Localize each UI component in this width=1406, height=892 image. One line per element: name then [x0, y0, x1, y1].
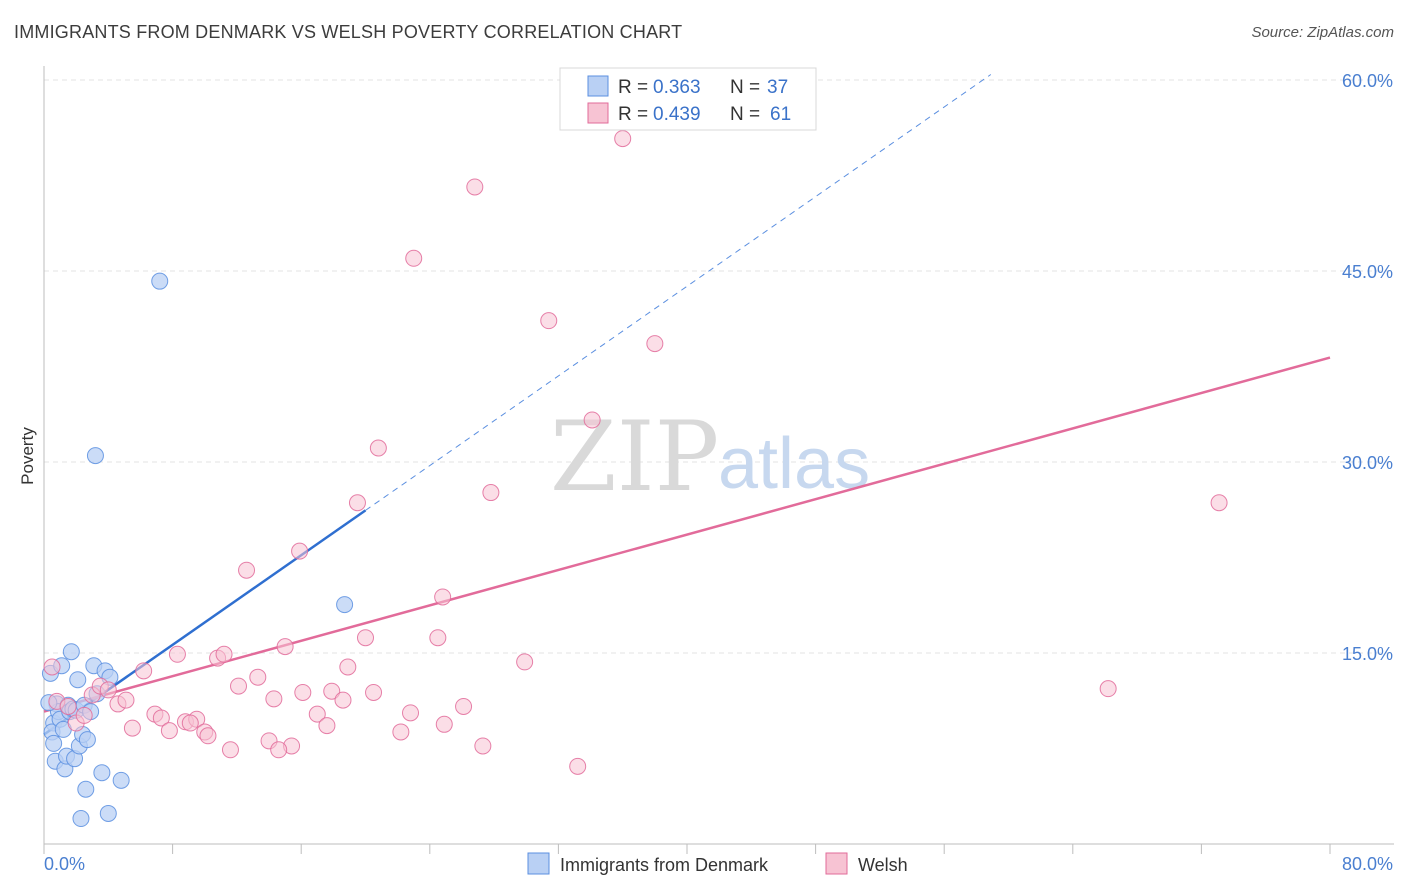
welsh-point-2 [59, 697, 77, 715]
welsh-point-60 [181, 714, 199, 732]
welsh-point-36 [339, 658, 357, 676]
welsh-point-49 [474, 737, 492, 755]
welsh-point-47 [455, 697, 473, 715]
denmark-point-33 [112, 771, 130, 789]
bottom-legend-swatch-welsh [825, 852, 848, 875]
welsh-point-30 [291, 542, 309, 560]
legend-n-value-welsh: 61 [770, 104, 791, 125]
welsh-point-13 [152, 709, 170, 727]
watermark-atlas: atlas [718, 424, 870, 504]
denmark-point-14 [62, 643, 80, 661]
legend-n-label-denmark: N = [730, 77, 760, 98]
welsh-point-7 [99, 681, 117, 699]
welsh-point-50 [482, 484, 500, 502]
welsh-point-22 [221, 741, 239, 759]
denmark-point-34 [151, 272, 169, 290]
denmark-point-35 [336, 596, 354, 614]
welsh-point-24 [238, 561, 256, 579]
welsh-point-45 [434, 588, 452, 606]
welsh-point-51 [516, 653, 534, 671]
legend-n-value-denmark: 37 [767, 77, 788, 98]
welsh-point-41 [392, 723, 410, 741]
chart-source: Source: ZipAtlas.com [1251, 24, 1394, 41]
welsh-point-56 [646, 335, 664, 353]
legend-r-value-welsh: 0.439 [653, 104, 701, 125]
watermark-zip: ZIP [550, 401, 719, 513]
welsh-point-25 [249, 668, 267, 686]
y-axis-label: Poverty [18, 427, 37, 485]
y-tick-label-1: 30.0% [1342, 453, 1393, 473]
welsh-trend-line [43, 356, 1331, 713]
welsh-point-48 [466, 178, 484, 196]
welsh-point-54 [583, 411, 601, 429]
welsh-point-38 [357, 629, 374, 647]
legend-swatch-denmark [587, 75, 609, 97]
welsh-point-53 [569, 757, 587, 775]
legend-r-label-welsh: R = [618, 104, 648, 125]
tick-label-layer: 15.0% 30.0% 45.0% 60.0% 0.0% 80.0% [44, 71, 1393, 874]
welsh-point-15 [168, 645, 186, 663]
welsh-point-23 [230, 677, 248, 695]
welsh-point-39 [365, 683, 383, 701]
y-tick-label-0: 15.0% [1342, 644, 1393, 664]
bottom-legend-swatch-denmark [527, 852, 550, 875]
welsh-point-28 [276, 638, 294, 656]
welsh-point-31 [294, 683, 312, 701]
grid-layer [44, 79, 1394, 654]
welsh-point-59 [270, 741, 288, 759]
denmark-point-20 [72, 810, 90, 828]
welsh-point-34 [323, 682, 341, 700]
axes-layer [43, 66, 1394, 854]
welsh-point-57 [1099, 680, 1117, 698]
welsh-point-21 [215, 645, 233, 663]
chart-title: IMMIGRANTS FROM DENMARK VS WELSH POVERTY… [14, 22, 683, 42]
denmark-point-18 [69, 671, 87, 689]
y-tick-label-3: 60.0% [1342, 71, 1393, 91]
welsh-point-43 [405, 249, 423, 267]
welsh-point-46 [435, 715, 453, 733]
welsh-point-4 [75, 706, 93, 724]
x-tick-label-0: 0.0% [44, 854, 85, 874]
welsh-point-14 [160, 722, 178, 740]
welsh-point-55 [614, 130, 632, 148]
x-tick-label-1: 80.0% [1342, 854, 1393, 874]
legend-box: R = 0.363 N = 37 R = 0.439 N = 61 [559, 67, 817, 131]
legend-swatch-welsh [587, 102, 609, 124]
welsh-point-52 [540, 312, 558, 330]
welsh-point-27 [265, 690, 283, 708]
legend-r-label-denmark: R = [618, 77, 648, 98]
legend-r-value-denmark: 0.363 [653, 77, 701, 98]
denmark-point-23 [77, 780, 95, 798]
welsh-point-42 [402, 704, 420, 722]
welsh-point-37 [348, 494, 366, 512]
welsh-point-9 [117, 691, 135, 709]
denmark-point-29 [93, 764, 111, 782]
denmark-point-3 [45, 734, 63, 752]
welsh-point-0 [43, 658, 61, 676]
y-tick-label-2: 45.0% [1342, 262, 1393, 282]
bottom-legend: Immigrants from Denmark Welsh [527, 852, 908, 875]
bottom-legend-label-denmark: Immigrants from Denmark [560, 855, 769, 875]
denmark-point-27 [86, 447, 104, 465]
welsh-point-11 [135, 662, 153, 680]
denmark-point-24 [78, 731, 96, 749]
points-layer [40, 130, 1228, 828]
bottom-legend-label-welsh: Welsh [858, 855, 908, 875]
welsh-point-33 [318, 717, 336, 735]
welsh-point-19 [199, 727, 217, 745]
welsh-point-58 [1210, 494, 1228, 512]
welsh-point-44 [429, 629, 447, 647]
welsh-point-40 [369, 439, 387, 457]
welsh-point-10 [123, 719, 141, 737]
legend-n-label-welsh: N = [730, 104, 760, 125]
welsh-point-35 [334, 691, 352, 709]
welsh-point-32 [308, 705, 326, 723]
denmark-point-31 [99, 804, 117, 822]
